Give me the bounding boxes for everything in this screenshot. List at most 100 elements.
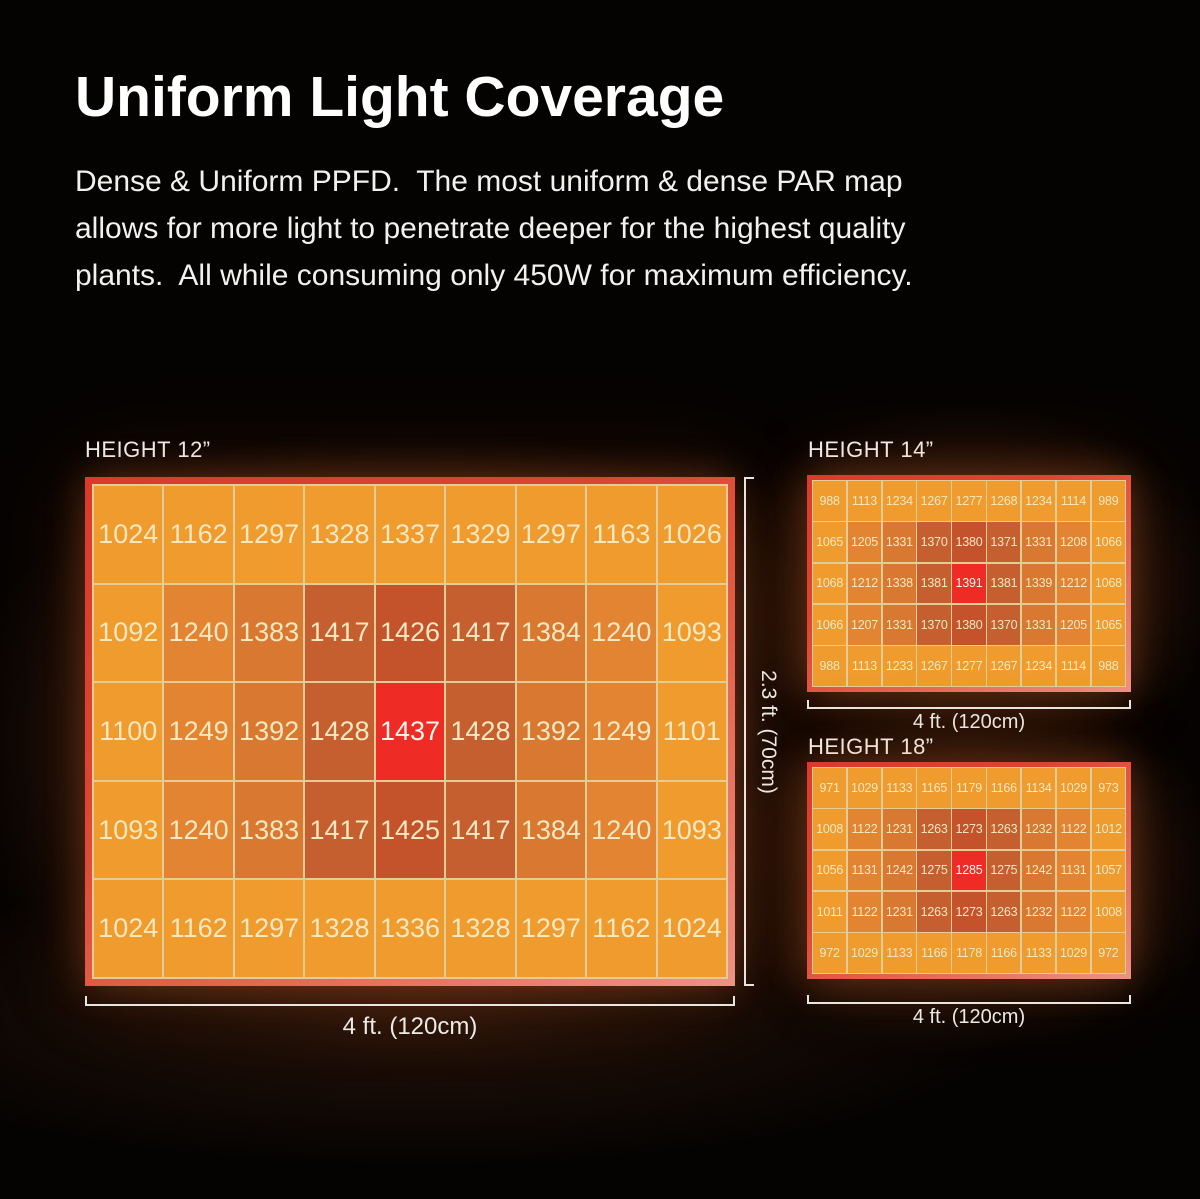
ppfd-cell: 1163 <box>587 486 656 583</box>
ppfd-cell: 1381 <box>917 563 951 604</box>
ppfd-cell: 1240 <box>587 584 656 682</box>
ppfd-cell: 1029 <box>847 933 882 973</box>
ppfd-cell: 1339 <box>1021 563 1056 604</box>
ppfd-cell: 1381 <box>987 563 1021 604</box>
ppfd-cell: 1134 <box>1021 768 1056 808</box>
ppfd-cell: 1011 <box>813 891 847 932</box>
ppfd-cell: 1273 <box>952 809 986 850</box>
ppfd-cell: 1166 <box>917 933 951 973</box>
ppfd-cell: 1162 <box>164 880 233 977</box>
ppfd-cell: 1133 <box>1021 933 1056 973</box>
ppfd-cell: 1249 <box>164 683 233 780</box>
ppfd-cell: 1162 <box>164 486 233 583</box>
ppfd-cell: 1331 <box>882 604 916 645</box>
ppfd-grid-14in: 988 1113 1234 1267 1277 1268 1234 1114 989 1065 12… <box>812 480 1126 687</box>
ppfd-cell: 1057 <box>1091 850 1125 891</box>
ppfd-cell: 1113 <box>847 481 882 521</box>
ppfd-cell: 1008 <box>813 809 847 850</box>
ppfd-cell: 1391 <box>952 563 986 604</box>
ppfd-cell: 1329 <box>446 486 515 583</box>
ppfd-cell: 988 <box>1091 646 1125 686</box>
ppfd-cell: 1417 <box>446 781 515 879</box>
ppfd-cell: 1024 <box>94 486 163 583</box>
ppfd-cell: 1065 <box>1091 604 1125 645</box>
ppfd-cell: 973 <box>1091 768 1125 808</box>
ppfd-grid-18in: 971 1029 1133 1165 1179 1166 1134 1029 973 1008 11… <box>812 767 1126 974</box>
ppfd-cell: 1205 <box>1056 604 1091 645</box>
ppfd-cell: 1380 <box>952 522 986 563</box>
ppfd-cell: 1240 <box>587 781 656 879</box>
ppfd-cell: 1166 <box>987 933 1021 973</box>
width-bracket-18in <box>807 995 1131 1004</box>
ppfd-cell: 1024 <box>94 880 163 977</box>
ppfd-cell: 1012 <box>1091 809 1125 850</box>
ppfd-cell: 1297 <box>234 486 304 583</box>
ppfd-cell: 1267 <box>917 646 951 686</box>
ppfd-cell: 1336 <box>375 880 445 977</box>
ppfd-cell: 1029 <box>847 768 882 808</box>
ppfd-cell: 1263 <box>987 809 1021 850</box>
ppfd-cell: 1122 <box>847 809 882 850</box>
ppfd-cell: 1370 <box>987 604 1021 645</box>
ppfd-cell: 1212 <box>847 563 882 604</box>
ppfd-cell: 972 <box>813 933 847 973</box>
ppfd-cell: 1066 <box>813 604 847 645</box>
ppfd-cell: 1212 <box>1056 563 1091 604</box>
ppfd-cell: 1093 <box>657 781 726 879</box>
ppfd-cell: 1370 <box>917 604 951 645</box>
ppfd-cell: 1122 <box>1056 809 1091 850</box>
ppfd-cell: 1380 <box>952 604 986 645</box>
ppfd-cell: 989 <box>1091 481 1125 521</box>
ppfd-cell: 1384 <box>516 781 586 879</box>
ppfd-cell: 1263 <box>917 891 951 932</box>
ppfd-cell: 1101 <box>657 683 726 780</box>
ppfd-cell: 1131 <box>1056 850 1091 891</box>
ppfd-cell: 1240 <box>164 584 233 682</box>
ppfd-cell: 1093 <box>94 781 163 879</box>
ppfd-cell: 1133 <box>882 933 916 973</box>
ppfd-cell: 1234 <box>1021 646 1056 686</box>
ppfd-map-14in: 988 1113 1234 1267 1277 1268 1234 1114 989 1065 12… <box>807 475 1131 692</box>
map-14-height-label: HEIGHT 14” <box>808 437 934 462</box>
ppfd-cell: 1426 <box>375 584 445 682</box>
width-dimension-12in: 4 ft. (120cm) <box>342 1013 478 1040</box>
ppfd-cell: 1131 <box>847 850 882 891</box>
ppfd-cell: 1122 <box>1056 891 1091 932</box>
ppfd-cell: 1093 <box>657 584 726 682</box>
ppfd-cell: 1233 <box>882 646 916 686</box>
ppfd-cell: 988 <box>813 646 847 686</box>
ppfd-cell: 1328 <box>305 486 374 583</box>
ppfd-cell: 1268 <box>987 481 1021 521</box>
ppfd-cell: 1065 <box>813 522 847 563</box>
width-dimension-14in: 4 ft. (120cm) <box>912 711 1026 733</box>
ppfd-cell: 1068 <box>1091 563 1125 604</box>
ppfd-cell: 1242 <box>882 850 916 891</box>
ppfd-cell: 1068 <box>813 563 847 604</box>
ppfd-cell: 988 <box>813 481 847 521</box>
ppfd-map-12in: 1024 1162 1297 1328 1337 1329 1297 1163 1026 1092… <box>85 477 735 986</box>
ppfd-cell: 1370 <box>917 522 951 563</box>
ppfd-cell: 1275 <box>987 850 1021 891</box>
ppfd-cell: 1428 <box>305 683 374 780</box>
ppfd-cell: 1338 <box>882 563 916 604</box>
ppfd-cell: 1100 <box>94 683 163 780</box>
ppfd-cell: 1066 <box>1091 522 1125 563</box>
ppfd-cell: 1242 <box>1021 850 1056 891</box>
ppfd-cell: 1208 <box>1056 522 1091 563</box>
ppfd-cell: 1240 <box>164 781 233 879</box>
ppfd-cell: 1207 <box>847 604 882 645</box>
map-12-height-label: HEIGHT 12” <box>85 437 211 462</box>
depth-bracket-12in <box>744 477 754 986</box>
ppfd-cell: 1328 <box>446 880 515 977</box>
ppfd-cell: 1285 <box>952 850 986 891</box>
description-text: Dense & Uniform PPFD. The most uniform &… <box>75 165 913 292</box>
ppfd-cell: 1275 <box>917 850 951 891</box>
ppfd-cell: 1166 <box>987 768 1021 808</box>
ppfd-cell: 1231 <box>882 891 916 932</box>
ppfd-cell: 1371 <box>987 522 1021 563</box>
ppfd-cell: 1165 <box>917 768 951 808</box>
ppfd-cell: 1267 <box>917 481 951 521</box>
ppfd-cell: 1328 <box>305 880 374 977</box>
ppfd-cell: 1417 <box>446 584 515 682</box>
